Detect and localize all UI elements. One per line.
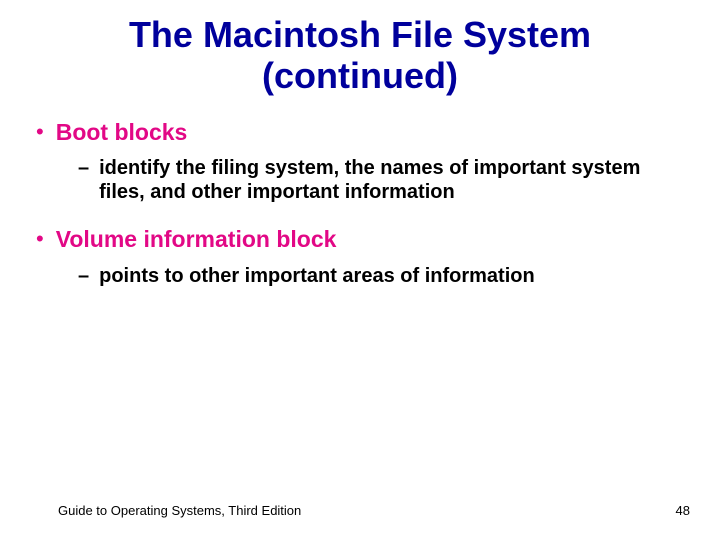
title-line-1: The Macintosh File System <box>129 14 591 55</box>
bullet-subtext: points to other important areas of infor… <box>99 264 535 288</box>
bullet-level1: • Volume information block <box>36 226 700 254</box>
bullet-level1: • Boot blocks <box>36 119 700 147</box>
slide-title: The Macintosh File System (continued) <box>20 14 700 97</box>
bullet-dot-icon: • <box>36 226 44 252</box>
slide: The Macintosh File System (continued) • … <box>0 0 720 540</box>
title-line-2: (continued) <box>262 55 458 96</box>
bullet-subtext: identify the filing system, the names of… <box>99 156 670 204</box>
bullet-label: Volume information block <box>56 226 337 254</box>
bullet-level2: – identify the filing system, the names … <box>78 156 670 204</box>
page-number: 48 <box>676 503 690 518</box>
bullet-level2: – points to other important areas of inf… <box>78 264 670 288</box>
bullet-label: Boot blocks <box>56 119 188 147</box>
bullet-dash-icon: – <box>78 264 89 288</box>
bullet-dash-icon: – <box>78 156 89 180</box>
bullet-dot-icon: • <box>36 119 44 145</box>
footer-text: Guide to Operating Systems, Third Editio… <box>58 503 301 518</box>
